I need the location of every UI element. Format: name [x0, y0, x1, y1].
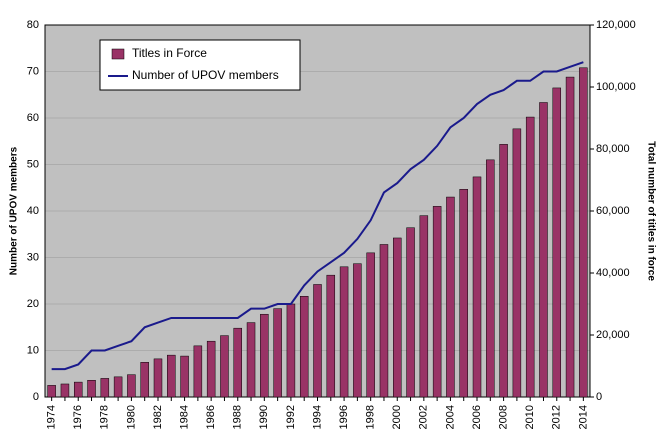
bar	[47, 385, 56, 398]
bar	[286, 303, 296, 398]
bar	[127, 374, 136, 398]
x-tick-label: 1998	[365, 405, 377, 429]
legend-swatch	[111, 48, 125, 60]
line	[51, 61, 584, 371]
bar	[353, 263, 362, 398]
y-tick-label: 30	[27, 251, 39, 263]
bar	[419, 215, 429, 398]
bar	[140, 362, 149, 398]
y-axis-label: Number of UPOV members	[9, 146, 20, 275]
x-tick-label: 2004	[444, 405, 456, 429]
y2-tick-label: 100,000	[596, 81, 636, 93]
bar	[379, 244, 389, 398]
bar	[233, 327, 242, 398]
x-tick-label: 2012	[551, 405, 563, 429]
y-tick-label: 20	[27, 298, 39, 310]
bar	[153, 358, 163, 398]
y2-tick-label: 120,000	[596, 19, 636, 31]
y-tick-label: 40	[27, 205, 39, 217]
x-tick-label: 2006	[471, 405, 483, 429]
bar	[299, 296, 309, 398]
bar	[552, 87, 562, 398]
x-tick-label: 2010	[524, 405, 536, 429]
y-tick-label: 0	[33, 391, 39, 403]
x-tick-label: 1982	[152, 405, 164, 429]
y2-tick-label: 0	[596, 391, 602, 403]
bar	[472, 176, 482, 398]
bar	[406, 227, 415, 398]
bar	[260, 313, 269, 398]
bar	[100, 378, 110, 398]
legend-label: Number of UPOV members	[132, 68, 279, 82]
bar	[313, 284, 322, 398]
bar	[432, 206, 442, 398]
x-tick-label: 1992	[285, 405, 297, 429]
legend-box	[99, 39, 301, 91]
x-tick-label: 1978	[99, 405, 111, 429]
legend-label: Titles in Force	[132, 46, 207, 60]
bar	[499, 144, 508, 398]
y2-tick-label: 80,000	[596, 143, 630, 155]
y-tick-label: 70	[27, 65, 39, 77]
x-tick-label: 2008	[498, 405, 510, 429]
bar	[193, 345, 203, 398]
y-tick-label: 60	[27, 112, 39, 124]
y-tick-label: 10	[27, 344, 39, 356]
bar	[206, 340, 216, 398]
bar	[180, 355, 189, 398]
x-tick-label: 1974	[46, 405, 58, 429]
bar	[73, 381, 83, 398]
bar	[113, 376, 123, 398]
bar	[539, 102, 548, 398]
bar	[579, 67, 588, 398]
bar	[326, 274, 336, 398]
bar	[366, 252, 375, 398]
bar	[246, 322, 256, 398]
bar	[87, 380, 96, 398]
y-tick-label: 80	[27, 19, 39, 31]
bar	[339, 266, 349, 398]
bar	[167, 354, 176, 398]
bar	[525, 116, 535, 398]
y-tick-label: 50	[27, 158, 39, 170]
x-tick-label: 2014	[577, 405, 589, 429]
bar	[220, 335, 229, 398]
bar	[486, 159, 495, 398]
x-tick-label: 1984	[178, 405, 190, 429]
x-tick-label: 1976	[72, 405, 84, 429]
bar	[565, 76, 575, 398]
x-tick-label: 1986	[205, 405, 217, 429]
bar	[446, 196, 455, 398]
bar	[60, 383, 70, 398]
bar	[393, 237, 402, 398]
x-tick-label: 1996	[338, 405, 350, 429]
x-tick-label: 1980	[125, 405, 137, 429]
x-tick-label: 1990	[258, 405, 270, 429]
x-tick-label: 2000	[391, 405, 403, 429]
y2-tick-label: 60,000	[596, 205, 630, 217]
y2-tick-label: 20,000	[596, 329, 630, 341]
bar	[459, 189, 468, 398]
x-tick-label: 1988	[232, 405, 244, 429]
y2-tick-label: 40,000	[596, 267, 630, 279]
y2-axis-label: Total number of titles in force	[645, 141, 656, 281]
bar	[512, 128, 522, 398]
x-tick-label: 2002	[418, 405, 430, 429]
x-tick-label: 1994	[311, 405, 323, 429]
bar	[273, 308, 282, 398]
